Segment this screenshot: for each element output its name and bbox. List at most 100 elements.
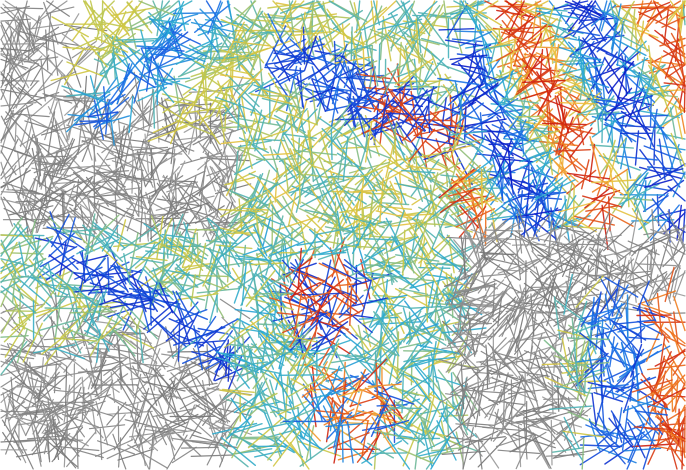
segment [240, 208, 268, 210]
segment [74, 364, 75, 407]
segment [358, 438, 377, 462]
segment [481, 274, 509, 277]
segment [467, 390, 487, 416]
segment [1, 239, 28, 253]
segment [604, 222, 634, 251]
segment [6, 311, 35, 312]
segment [45, 308, 81, 309]
segment [5, 8, 43, 9]
segment [353, 231, 354, 265]
segment [485, 230, 522, 231]
segment [107, 411, 152, 414]
segment [637, 264, 676, 266]
segment [582, 160, 589, 189]
segment [4, 315, 32, 342]
segment [65, 48, 85, 85]
segment [372, 453, 407, 454]
segment [104, 415, 125, 441]
segment [598, 47, 634, 66]
segment [374, 312, 397, 344]
segment [28, 346, 62, 348]
segment [47, 7, 74, 14]
segment [7, 394, 22, 419]
segment [439, 29, 474, 30]
segment [100, 429, 101, 460]
segment [379, 44, 380, 78]
segment [168, 352, 211, 353]
segment [610, 251, 632, 269]
segment [182, 447, 219, 448]
segment [586, 266, 589, 294]
segment [631, 115, 668, 116]
segment [388, 4, 413, 37]
segment [94, 179, 95, 207]
segment [447, 4, 467, 38]
segment [574, 185, 575, 220]
segment [54, 440, 83, 441]
segment [455, 324, 491, 325]
segment [613, 3, 658, 8]
segment [640, 150, 661, 178]
segment [101, 356, 102, 390]
segment [313, 253, 346, 256]
segment [510, 438, 536, 452]
segment [575, 216, 615, 225]
segment [465, 259, 484, 288]
segment [478, 219, 485, 261]
segment [250, 263, 283, 265]
segment [386, 113, 423, 114]
segment [346, 245, 353, 275]
segment [72, 11, 94, 41]
segment [304, 27, 305, 64]
segment [489, 389, 502, 420]
segment [249, 174, 276, 185]
segment [254, 293, 294, 294]
segment [191, 455, 233, 456]
segment [132, 153, 133, 193]
segment [209, 158, 250, 160]
segment [150, 153, 168, 175]
segment [56, 100, 95, 102]
segment [529, 287, 572, 288]
segment [516, 116, 545, 117]
segment [645, 181, 646, 212]
segment [285, 377, 288, 423]
segment [684, 85, 685, 112]
segment [1, 177, 19, 187]
segment [15, 120, 16, 149]
segment [498, 450, 540, 453]
segment [551, 420, 552, 465]
segment [35, 47, 67, 78]
panel [213, 210, 486, 469]
segment [264, 153, 293, 155]
segment [582, 439, 584, 469]
segment [335, 42, 337, 76]
segment [581, 445, 622, 447]
panel [438, 1, 685, 249]
segment [331, 129, 332, 160]
line-field-panels [0, 0, 686, 470]
panel [1, 1, 253, 248]
segment [107, 445, 136, 459]
segment [601, 360, 603, 402]
segment [342, 426, 343, 462]
segment [669, 319, 680, 355]
segment [61, 14, 79, 43]
segment [592, 180, 638, 183]
segment [559, 103, 595, 104]
segment [592, 393, 596, 425]
segment [681, 36, 685, 63]
panel [214, 1, 486, 248]
segment [153, 90, 154, 128]
segment [115, 39, 159, 41]
segment [239, 103, 254, 144]
segment [389, 408, 421, 409]
segment [1, 411, 27, 412]
segment [141, 169, 142, 208]
segment [540, 8, 542, 45]
segment [611, 411, 632, 445]
segment [38, 156, 66, 157]
segment [25, 215, 59, 233]
segment [65, 46, 91, 77]
segment [326, 137, 355, 163]
